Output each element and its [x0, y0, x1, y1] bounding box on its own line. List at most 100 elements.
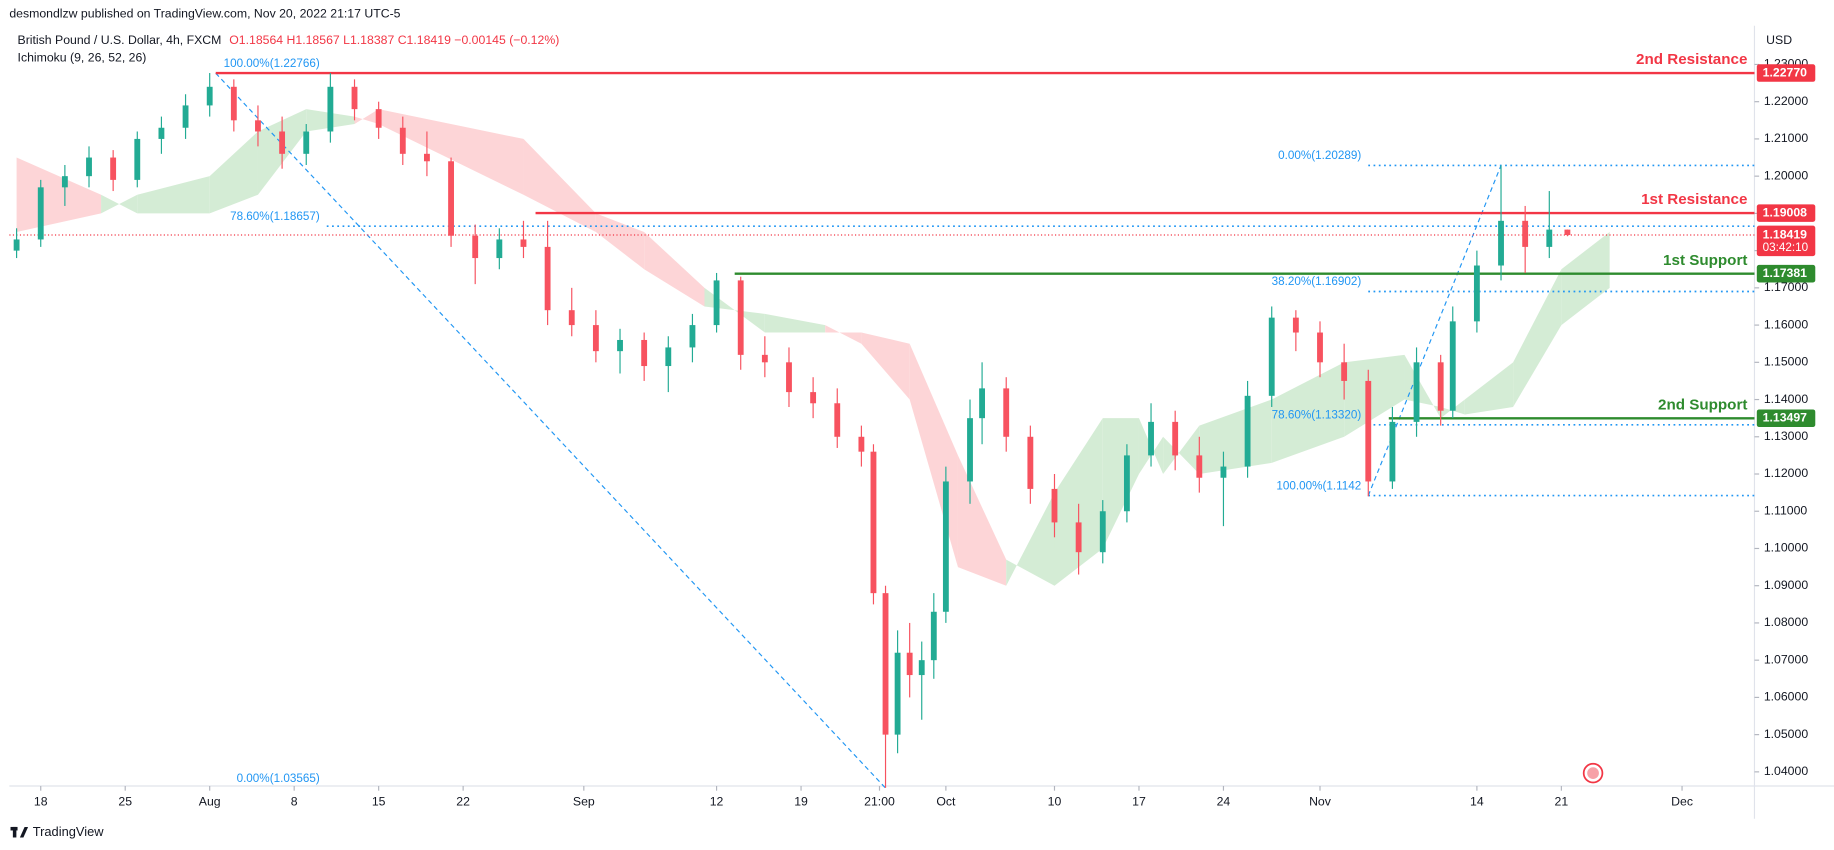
level-name: 2nd Support — [1658, 396, 1747, 413]
candle-body — [351, 86, 358, 110]
candle-body — [810, 392, 817, 404]
candle-body — [1317, 332, 1323, 363]
indicator: Ichimoku (9, 26, 52, 26) — [18, 51, 147, 65]
fib-label: 78.60%(1.18657) — [230, 210, 320, 223]
y-tick-label: 1.08000 — [1764, 615, 1809, 629]
cloud-segment — [825, 325, 862, 344]
price-tag — [1756, 264, 1816, 283]
candle-body — [158, 127, 165, 139]
price-tag-label: 1.19008 — [1763, 205, 1808, 219]
candle-body — [448, 161, 454, 236]
cloud-segment — [378, 109, 524, 195]
y-tick-label: 1.20000 — [1764, 168, 1809, 182]
x-tick-label: 21:00 — [864, 795, 895, 809]
y-tick-label: 1.17000 — [1764, 280, 1809, 294]
cloud-segment — [1561, 232, 1610, 326]
publisher: desmondlzw published on TradingView.com,… — [9, 6, 400, 20]
cloud-segment — [861, 332, 910, 400]
candle-body — [544, 246, 551, 311]
x-tick-label: 14 — [1470, 795, 1484, 809]
x-tick-label: 8 — [291, 795, 298, 809]
candle-body — [617, 339, 623, 352]
candle-body — [230, 86, 237, 121]
candle-body — [1292, 317, 1299, 333]
candle-body — [1148, 421, 1154, 456]
x-tick-label: 10 — [1048, 795, 1062, 809]
candle-body — [568, 310, 575, 326]
candle-body — [713, 280, 720, 326]
candle-body — [1365, 380, 1372, 482]
cloud-segment — [764, 313, 826, 333]
symbol: British Pound / U.S. Dollar, 4h, FXCM — [18, 33, 222, 47]
tv-logo — [10, 826, 29, 838]
candle-body — [1099, 511, 1106, 553]
price-tag-label: 1.22770 — [1763, 65, 1808, 79]
cloud-segment — [354, 109, 379, 125]
candle-body — [1220, 466, 1227, 478]
flag-icon — [1582, 762, 1604, 784]
y-tick-label: 1.06000 — [1764, 690, 1809, 704]
x-tick-label: Nov — [1309, 795, 1332, 809]
candle-body — [61, 176, 68, 188]
candle-body — [1244, 395, 1251, 467]
cloud-segment — [209, 131, 258, 214]
candle-body — [882, 593, 889, 735]
cloud-segment — [1513, 269, 1562, 407]
candle-body — [1389, 421, 1396, 482]
candle-body — [1437, 362, 1444, 411]
cloud-segment — [523, 138, 596, 233]
candle-body — [255, 120, 261, 132]
candle-body — [1172, 421, 1179, 456]
last-price-label: 1.18419 — [1763, 227, 1808, 241]
candle-body — [206, 86, 213, 106]
price-tag-label: 1.13497 — [1763, 411, 1808, 425]
cloud-segment — [16, 157, 102, 233]
level-name: 1st Support — [1663, 252, 1747, 269]
cloud-segment — [1102, 418, 1139, 549]
candle-body — [665, 347, 672, 367]
plot-area: 100.00%(1.22766) 78.60%(1.18657) 0.00%(1.0… — [9, 57, 1755, 789]
x-tick-label: 12 — [710, 795, 724, 809]
candle-body — [375, 109, 382, 128]
price-tag — [1756, 409, 1816, 428]
y-tick-label: 1.15000 — [1764, 355, 1809, 369]
candle-body — [858, 436, 865, 452]
fib-label: 100.00%(1.1142 — [1276, 479, 1361, 492]
y-tick-label: 1.04000 — [1764, 764, 1809, 778]
y-tick-label: 1.05000 — [1764, 727, 1809, 741]
brand: TradingView — [33, 824, 104, 839]
fib-label: 100.00%(1.22766) — [224, 57, 320, 70]
fib-label: 0.00%(1.03565) — [237, 772, 320, 785]
x-tick-label: 17 — [1132, 795, 1146, 809]
x-tick-label: 18 — [34, 795, 48, 809]
candle-body — [1473, 265, 1480, 322]
candle-body — [689, 325, 696, 348]
y-tick-label: 1.14000 — [1764, 392, 1809, 406]
candle-body — [1522, 220, 1529, 247]
cloud-segment — [1344, 354, 1405, 437]
candle-body — [37, 187, 44, 240]
candle-body — [942, 481, 949, 612]
candle-body — [834, 403, 841, 437]
x-tick-label: 19 — [794, 795, 808, 809]
candle-body — [894, 652, 901, 735]
candle-body — [1051, 488, 1058, 523]
fib-label: 38.20%(1.16902) — [1272, 275, 1362, 288]
cloud-segment — [644, 232, 705, 307]
candle-body — [786, 362, 792, 393]
candle-body — [1075, 522, 1082, 553]
level-name: 2nd Resistance — [1636, 51, 1747, 68]
candle-body — [906, 652, 913, 676]
candle-body — [1027, 436, 1034, 489]
x-tick-label: 25 — [118, 795, 132, 809]
candle-body — [1123, 455, 1130, 512]
last-price-tag — [1756, 225, 1816, 257]
x-tick-label: 15 — [372, 795, 386, 809]
candle-body — [1003, 388, 1010, 437]
y-tick-label: 1.09000 — [1764, 578, 1809, 592]
candle-body — [472, 235, 479, 259]
cloud-segment — [1271, 362, 1345, 463]
cloud-segment — [137, 176, 210, 214]
candle-body — [979, 388, 986, 419]
cloud-segment — [1199, 399, 1272, 475]
